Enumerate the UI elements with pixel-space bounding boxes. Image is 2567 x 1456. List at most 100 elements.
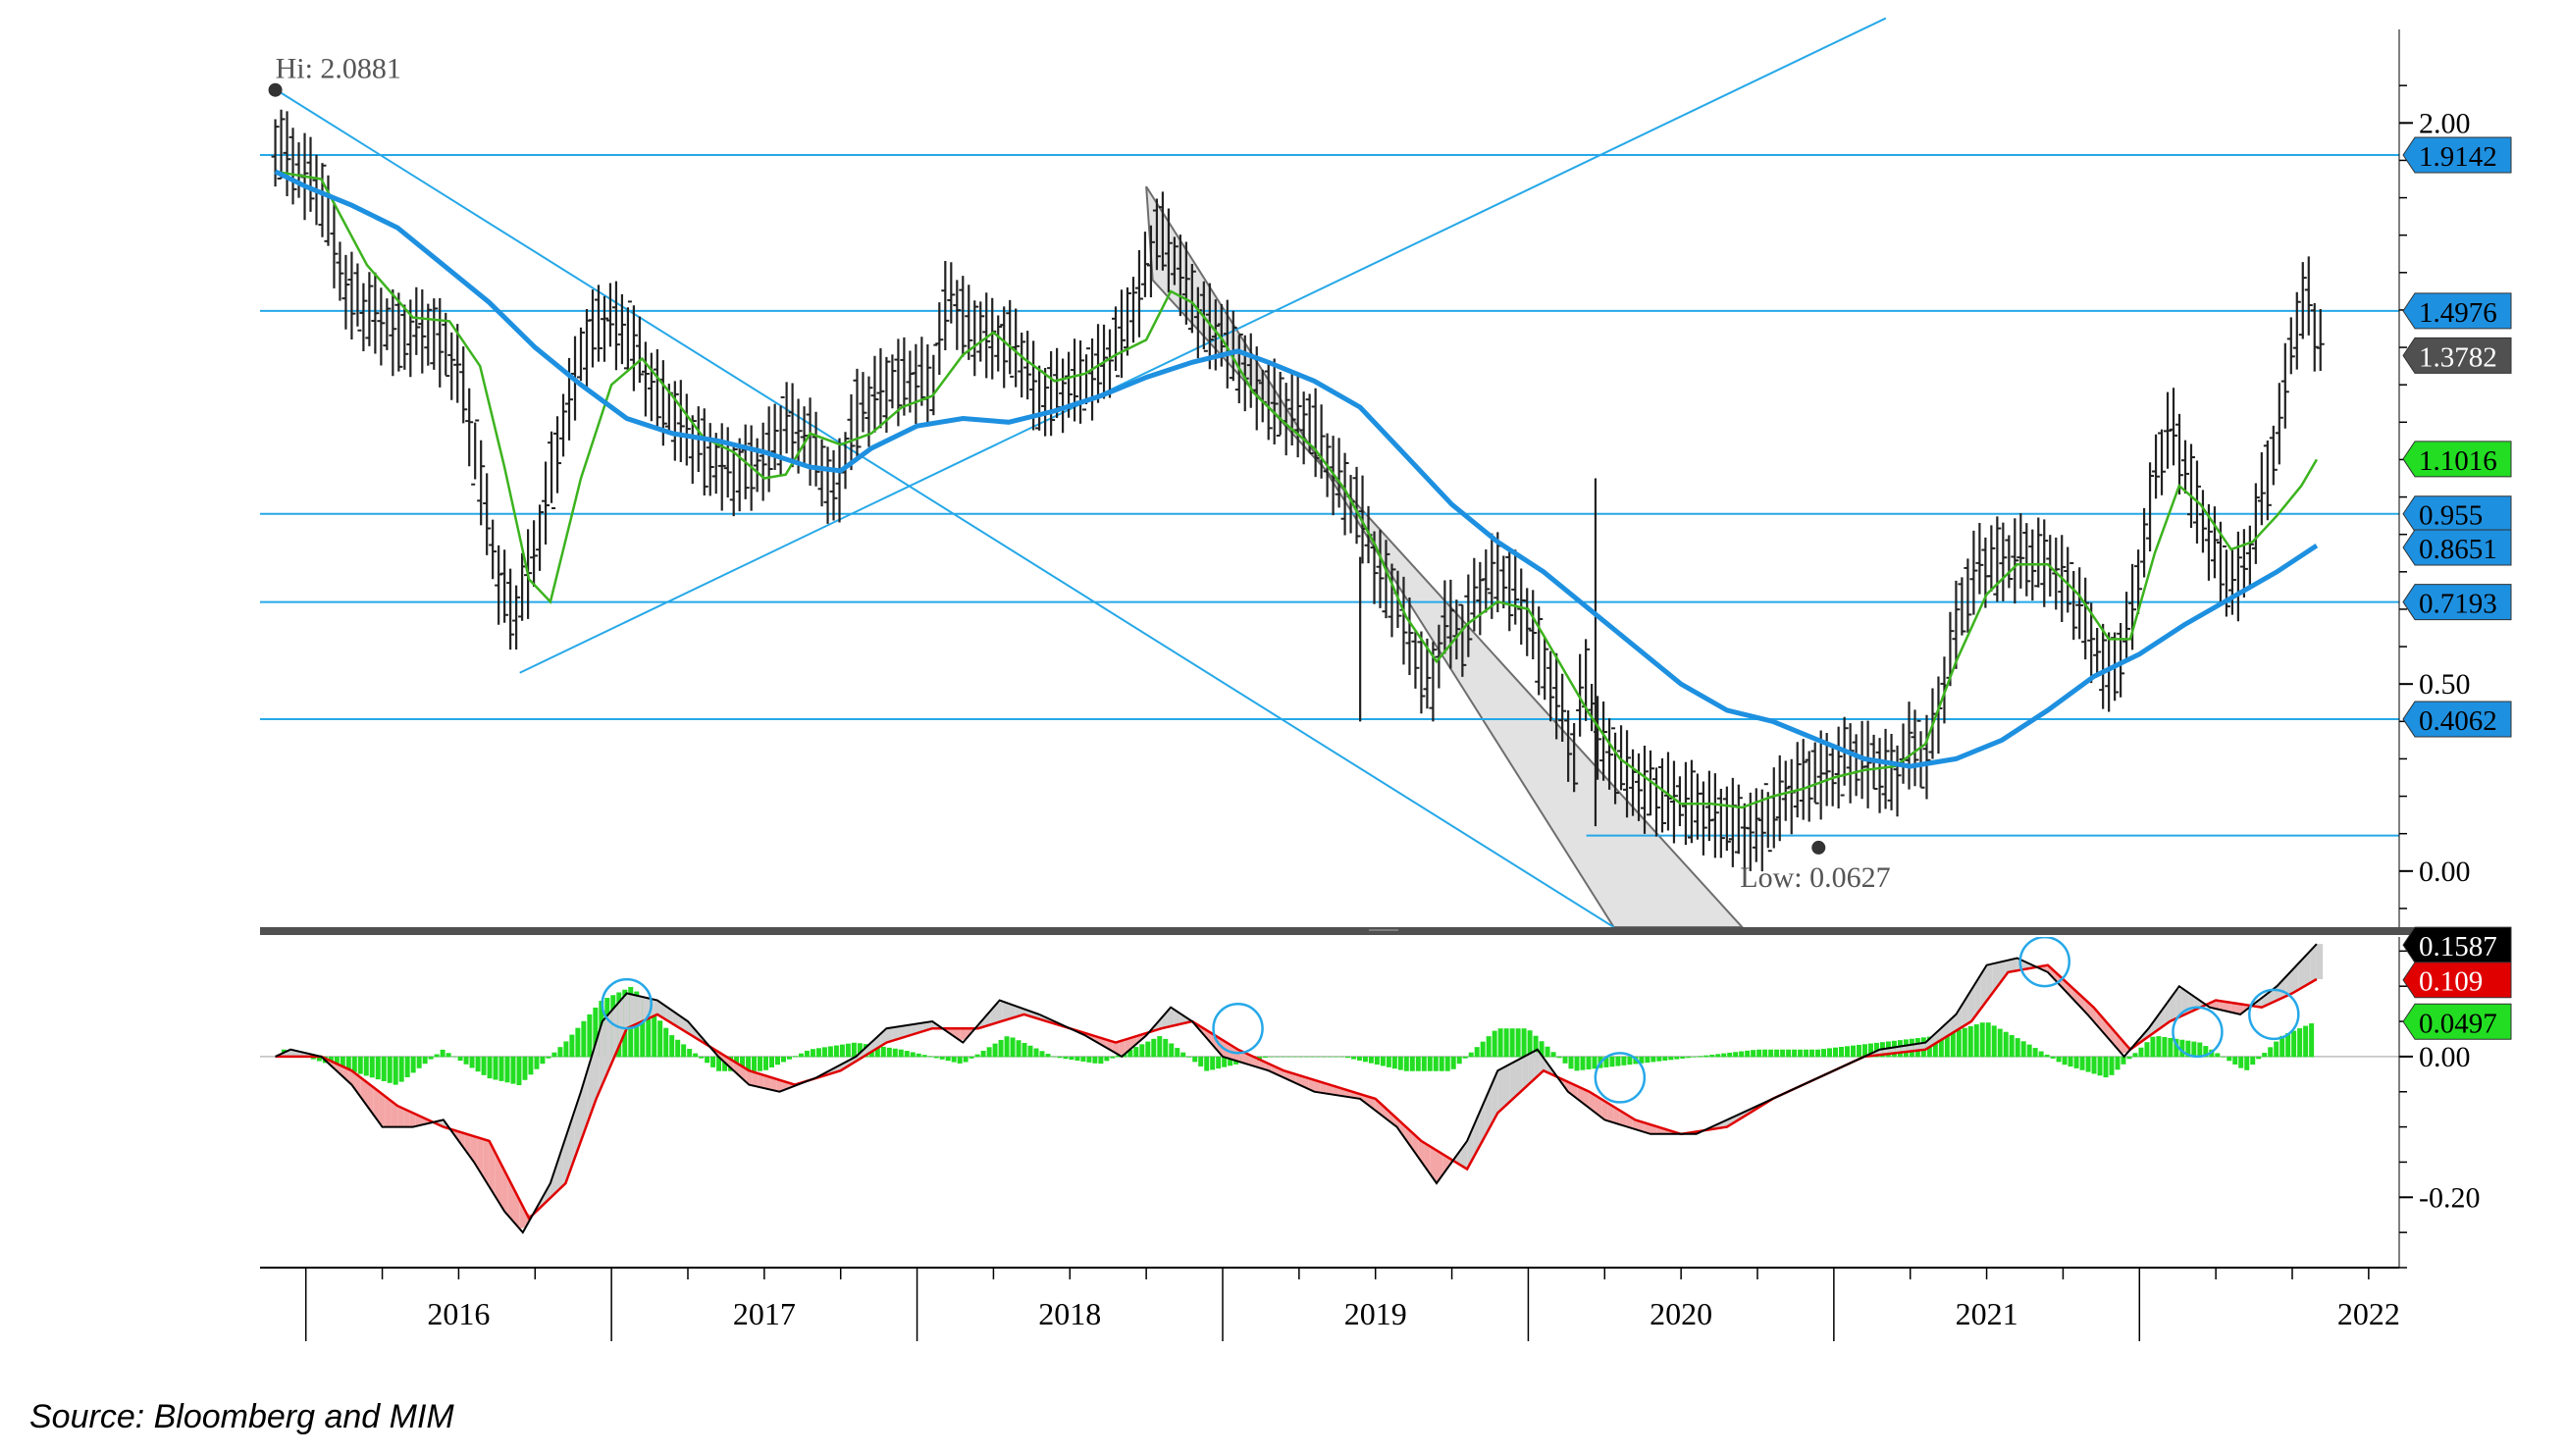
histogram-bar (1086, 1056, 1092, 1063)
macd-signal-fill (623, 994, 630, 1036)
macd-signal-fill (1119, 1039, 1126, 1056)
macd-signal-fill (960, 1028, 967, 1041)
histogram-bar (2274, 1041, 2279, 1058)
value-label-text: 1.4976 (2419, 297, 2497, 329)
histogram-bar (1715, 1054, 1721, 1058)
histogram-bar (746, 1056, 752, 1071)
crossover-circle (2018, 937, 2070, 988)
histogram-bar (2150, 1036, 2156, 1058)
macd-signal-fill (2213, 1001, 2220, 1010)
histogram-bar (316, 1056, 322, 1062)
histogram-bar (998, 1039, 1004, 1058)
macd-tick-label: -0.20 (2419, 1181, 2481, 1214)
value-label-box (2402, 926, 2512, 963)
histogram-bar (1515, 1028, 1521, 1058)
histogram-bar (904, 1051, 910, 1058)
macd-signal-fill (1601, 1099, 1608, 1121)
macd-signal-fill (1167, 1009, 1175, 1027)
histogram-bar (1751, 1050, 1756, 1058)
histogram-bar (716, 1056, 722, 1071)
histogram-bar (1116, 1055, 1122, 1058)
macd-signal-fill (1980, 964, 1987, 1010)
histogram-bar (1639, 1056, 1645, 1064)
value-label-box (2402, 584, 2512, 621)
histogram-bar (1745, 1050, 1751, 1058)
histogram-bar (1762, 1049, 1768, 1058)
histogram-bar (1545, 1046, 1550, 1058)
histogram-bar (1127, 1049, 1133, 1058)
histogram-bar (2009, 1034, 2015, 1058)
histogram-bar (1503, 1028, 1509, 1058)
macd-signal-fill (1393, 1116, 1400, 1132)
macd-signal-fill (1412, 1132, 1419, 1158)
histogram-bar (2038, 1051, 2044, 1058)
high-label: Hi: 2.0881 (276, 53, 401, 85)
histogram-bar (463, 1056, 469, 1065)
panel-separator[interactable] (260, 927, 2507, 935)
macd-signal-fill (1369, 1097, 1376, 1111)
histogram-bar (1439, 1056, 1444, 1071)
histogram-bar (763, 1056, 769, 1070)
histogram-bar (546, 1056, 551, 1059)
macd-signal-fill (911, 1023, 917, 1035)
histogram-bar (2073, 1056, 2079, 1068)
histogram-bar (2226, 1056, 2232, 1062)
histogram-bar (2109, 1056, 2115, 1075)
histogram-bar (1298, 1056, 1304, 1058)
macd-signal-fill (721, 1054, 728, 1066)
histogram-bar (2162, 1037, 2168, 1058)
histogram-bar (1521, 1028, 1527, 1058)
histogram-bar (2079, 1056, 2085, 1070)
histogram-bar (657, 1020, 663, 1058)
histogram-bar (1333, 1056, 1338, 1058)
histogram-bar (705, 1056, 710, 1064)
histogram-bar (1733, 1052, 1739, 1058)
histogram-bar (2197, 1042, 2203, 1058)
histogram-bar (493, 1056, 498, 1080)
histogram-bar (786, 1056, 792, 1060)
macd-signal-fill (1974, 974, 1981, 1017)
histogram-bar (1850, 1045, 1856, 1058)
histogram-bar (1022, 1042, 1027, 1058)
macd-signal-fill (898, 1025, 906, 1039)
macd-signal-fill (1907, 1044, 1913, 1052)
histogram-bar (722, 1056, 728, 1071)
macd-signal-fill (556, 1146, 563, 1192)
histogram-bar (957, 1056, 963, 1064)
histogram-bar (1192, 1056, 1198, 1063)
histogram-bar (1145, 1041, 1151, 1058)
histogram-bar (504, 1056, 510, 1083)
macd-signal-fill (348, 1068, 355, 1089)
price-annotations: Hi: 2.0881 Low: 0.0627 (268, 53, 1891, 894)
macd-signal-fill (599, 1017, 605, 1092)
macd-signal-fill (2292, 963, 2299, 994)
macd-signal-fill (1999, 961, 2006, 985)
macd-signal-fill (501, 1165, 508, 1216)
histogram-bar (2056, 1056, 2062, 1063)
histogram-bar (1539, 1041, 1545, 1058)
macd-signal-fill (1613, 1107, 1620, 1125)
histogram-bar (663, 1027, 669, 1058)
histogram-bar (487, 1056, 493, 1079)
histogram-bar (1045, 1054, 1051, 1058)
histogram-bar (1057, 1056, 1063, 1059)
histogram-bar (2303, 1025, 2309, 1058)
macd-signal-fill (990, 1004, 997, 1025)
histogram-bar (1621, 1056, 1627, 1066)
macd-signal-fill (746, 1068, 753, 1086)
histogram-bar (1985, 1022, 1991, 1058)
macd-signal-fill (629, 994, 637, 1027)
histogram-bar (1092, 1056, 1098, 1064)
macd-signal-fill (1528, 1051, 1535, 1085)
histogram-bar (351, 1056, 357, 1072)
histogram-bar (393, 1056, 398, 1085)
macd-signal-fill (354, 1072, 361, 1098)
macd-signal-fill (1912, 1043, 1920, 1052)
x-axis: 2016 2017 2018 2019 2020 2021 2022 (260, 1267, 2400, 1341)
histogram-bar (2291, 1030, 2297, 1058)
histogram-bar (2050, 1056, 2056, 1059)
histogram-bar (1861, 1044, 1867, 1058)
histogram-bar (1350, 1056, 1356, 1060)
histogram-bar (774, 1056, 780, 1066)
macd-signal-fill (2261, 993, 2269, 1008)
